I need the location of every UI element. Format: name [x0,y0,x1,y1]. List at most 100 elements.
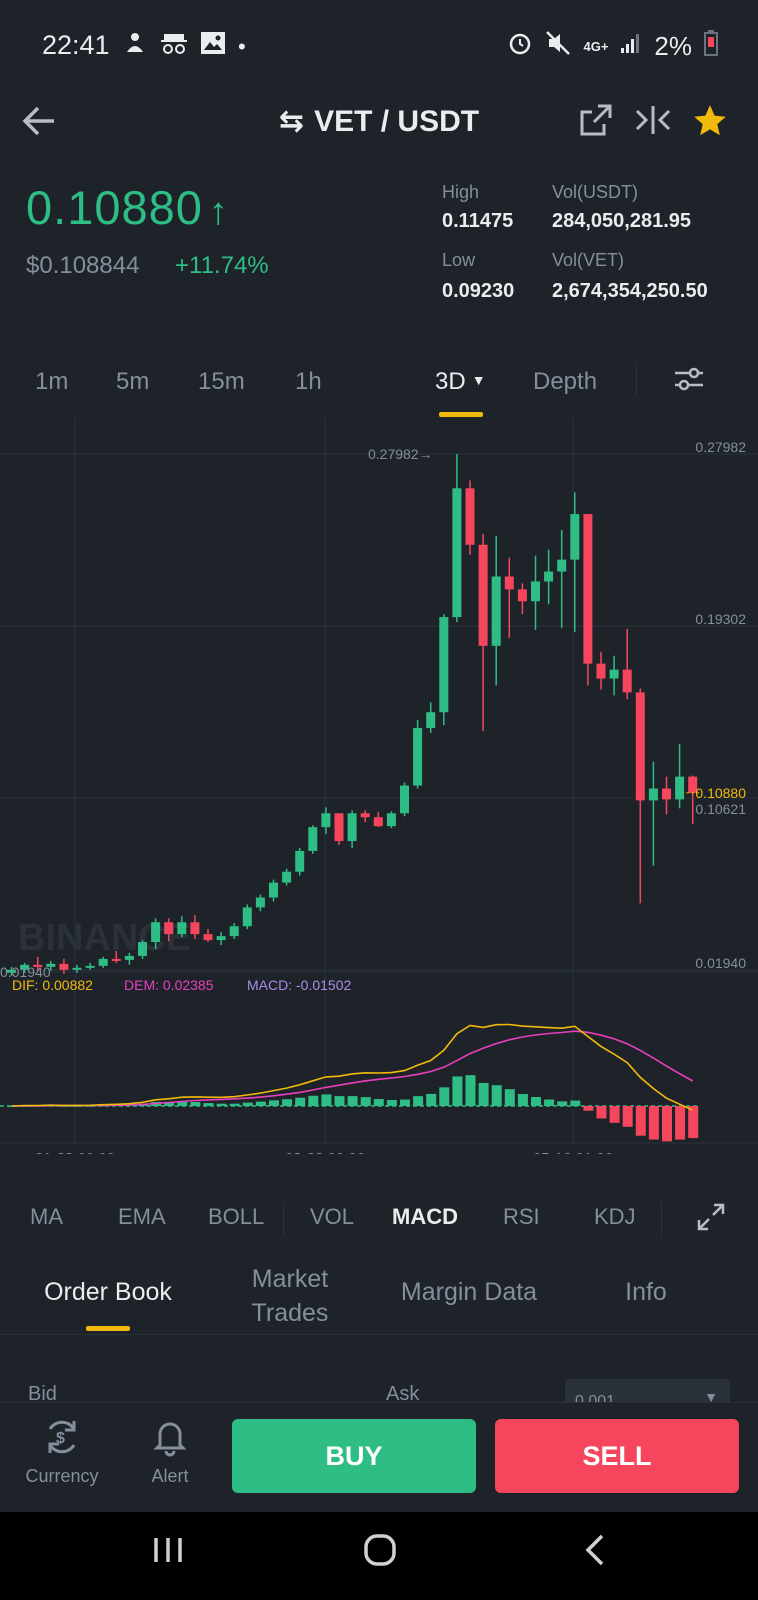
chart-settings-icon[interactable] [672,364,706,399]
macd-histogram-bar [295,1097,306,1106]
compare-icon[interactable] [634,102,672,146]
indicator-ema[interactable]: EMA [118,1204,166,1229]
candle-body [531,581,540,602]
buy-button[interactable]: BUY [232,1419,476,1493]
candle-body [282,871,292,883]
candle-body [439,617,449,713]
last-price: 0.10880 ↑ [26,180,229,235]
home-icon[interactable] [362,1532,398,1577]
tab-depth[interactable]: Depth [533,368,598,395]
recent-apps-icon[interactable] [150,1532,186,1577]
tab-order-book[interactable]: Order Book [44,1278,172,1306]
macd-histogram-bar [465,1075,476,1106]
candle-body [151,922,161,943]
macd-histogram-bar [544,1099,555,1106]
macd-histogram-bar [531,1097,541,1106]
macd-histogram-bar [255,1101,266,1106]
share-icon[interactable] [578,102,614,146]
sell-button[interactable]: SELL [495,1419,739,1493]
image-icon [200,31,226,62]
price-tick-label: 0.19302 [695,611,746,627]
macd-histogram-bar [386,1100,397,1106]
alert-label: Alert [151,1466,189,1486]
tab-underline [86,1326,130,1331]
tab-info[interactable]: Info [625,1278,667,1306]
indicator-macd[interactable]: MACD [392,1204,458,1229]
candle-body [255,897,265,908]
candle-body [124,955,134,960]
macd-histogram-bar [229,1103,240,1106]
tab-margin-data[interactable]: Margin Data [400,1278,538,1306]
candle-body [426,712,436,729]
candle-body [544,571,554,582]
tab-market-trades[interactable]: Market Trades [251,1265,329,1327]
currency-icon: $ [48,1420,76,1454]
indicator-vol[interactable]: VOL [310,1204,355,1229]
detail-tabs: Order Book Market Trades Margin Data Inf… [0,1252,758,1334]
macd-histogram-bar [570,1100,581,1106]
indicator-ma[interactable]: MA [30,1204,63,1229]
tab-5m[interactable]: 5m [116,368,150,395]
fullscreen-icon[interactable] [696,1202,726,1237]
tab-15m[interactable]: 15m [198,368,245,395]
candle-body [177,922,187,935]
chart-panel: 1m 5m 15m 1h 3D ▼ Depth BINANCE 0.27982 0.… [0,344,758,1180]
last-price-value: 0.10880 [26,181,203,234]
macd-histogram-bar [216,1103,227,1106]
candle-body [400,785,409,814]
system-nav-bar [0,1512,758,1600]
macd-histogram-bar [478,1082,489,1106]
candle-body [334,813,344,842]
macd-histogram-bar [635,1106,646,1136]
back-arrow-icon[interactable] [20,102,58,150]
min-price-label: 0.01940 [0,964,51,980]
status-time: 22:41 [42,30,110,60]
tab-3d-label: 3D [435,368,466,395]
candle-body [675,776,685,800]
currency-button[interactable]: $ Currency [24,1417,100,1487]
candle-body [190,922,200,935]
macd-histogram-bar [609,1106,620,1123]
header: ⇆ VET / USDT [0,90,758,160]
macd-histogram-bar [190,1102,201,1106]
notification-icon [122,30,148,63]
macd-histogram-bar [648,1106,659,1140]
order-book-header: Bid Ask 0.001 ▼ [0,1334,758,1415]
indicator-kdj[interactable]: KDJ [594,1204,636,1229]
watermark: BINANCE [18,917,191,959]
pair-title: VET / USDT [314,105,480,138]
candle-body [269,882,278,898]
currency-label: Currency [25,1466,99,1486]
macd-histogram-bar [517,1093,528,1106]
candle-body [20,964,30,970]
alert-button[interactable]: Alert [140,1417,200,1487]
candle-body [413,728,423,786]
candle-body [33,964,43,967]
macd-histogram-bar [452,1076,463,1106]
battery-icon [704,30,718,63]
indicator-boll[interactable]: BOLL [208,1204,265,1229]
candle-body [478,544,488,646]
macd-histogram-bar [675,1106,686,1140]
high-label: High [442,182,480,202]
price-tick-label: 0.10621 [695,801,746,817]
candle-body [72,967,82,970]
tab-3d[interactable]: 3D ▼ [435,368,486,396]
indicator-rsi[interactable]: RSI [503,1204,540,1229]
macd-histogram-bar [583,1106,594,1111]
candlestick-chart[interactable]: BINANCE 0.27982 0.19302 0.10621 0.01940 0.10… [0,418,758,1154]
tab-1m[interactable]: 1m [35,368,69,395]
candle-body [308,827,318,851]
macd-label: MACD: -0.01502 [247,977,351,993]
action-bar: $ Currency Alert BUY SELL [0,1402,758,1513]
mute-icon [545,30,571,63]
tab-1h[interactable]: 1h [295,368,322,395]
back-nav-icon[interactable] [578,1532,614,1577]
vol-vet-value: 2,674,354,250.50 [552,280,708,302]
favorite-star-icon[interactable] [690,102,730,148]
vol-usdt-value: 284,050,281.95 [552,210,692,232]
pair-selector[interactable]: ⇆ VET / USDT [0,104,758,139]
macd-histogram-bar [504,1089,515,1106]
current-price-label: 0.10880 [695,785,746,801]
macd-histogram-bar [242,1102,253,1106]
